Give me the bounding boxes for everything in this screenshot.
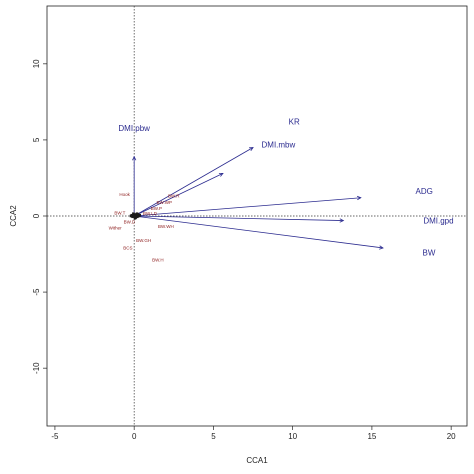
site-point [135, 213, 138, 217]
site-point [129, 214, 133, 218]
env-label: Hook [119, 192, 130, 197]
env-label: BCS [123, 245, 132, 250]
site-point [131, 215, 134, 219]
site-point [132, 214, 136, 218]
biplot-arrow [133, 147, 254, 217]
arrow-head [249, 147, 254, 152]
biplot-arrow [134, 197, 361, 217]
biplot-label: KR [289, 118, 300, 127]
biplot-arrows [132, 147, 384, 250]
biplot-arrow [134, 215, 384, 249]
env-label: Wither [109, 226, 123, 231]
y-tick-label: -5 [32, 288, 41, 296]
site-points [129, 212, 142, 220]
x-axis-title: CCA1 [246, 456, 268, 465]
biplot-labels: ADG DMI.gpd BW KR DMI.mbw DMI.pbw [118, 118, 453, 258]
arrow-head [339, 218, 345, 223]
env-label: BW.T [114, 210, 125, 215]
y-axis: -10 -5 0 5 10 [32, 59, 47, 374]
site-point [138, 213, 142, 217]
y-tick-label: 0 [32, 213, 41, 218]
x-tick-label: 0 [132, 432, 137, 441]
site-point [133, 213, 137, 216]
x-axis: -5 0 5 10 15 20 [51, 426, 456, 441]
arrow-head [356, 195, 362, 201]
biplot-label: DMI.pbw [118, 124, 150, 133]
env-label: BW.LD [143, 211, 158, 216]
biplot-label: DMI.mbw [262, 141, 296, 150]
env-label: BW.WH [158, 224, 174, 229]
env-label: BW.H [152, 258, 164, 263]
y-tick-label: -10 [32, 362, 41, 374]
x-tick-label: -5 [51, 432, 59, 441]
site-point [133, 216, 137, 220]
biplot-arrow [134, 215, 344, 221]
env-label: BW.WP [157, 200, 173, 205]
y-axis-title: CCA2 [9, 205, 18, 227]
biplot-label: DMI.gpd [423, 217, 453, 226]
y-tick-label: 5 [32, 137, 41, 142]
x-tick-label: 10 [288, 432, 297, 441]
env-label: BW.R [168, 194, 180, 199]
arrow-head [218, 172, 224, 177]
biplot-label: ADG [416, 187, 433, 196]
arrow-head [379, 245, 384, 250]
env-label: BW.D [124, 220, 136, 225]
x-tick-label: 15 [367, 432, 376, 441]
biplot-label: BW [423, 249, 436, 258]
y-tick-label: 10 [32, 59, 41, 68]
x-tick-label: 5 [211, 432, 216, 441]
site-point [132, 212, 135, 216]
arrow-head [132, 155, 137, 161]
env-label: BW.P [151, 206, 162, 211]
biplot-arrow [133, 173, 224, 217]
x-tick-label: 20 [447, 432, 456, 441]
reference-lines [47, 6, 467, 426]
site-point [135, 212, 139, 216]
site-point [136, 215, 139, 219]
env-label: BW.GH [136, 238, 151, 243]
